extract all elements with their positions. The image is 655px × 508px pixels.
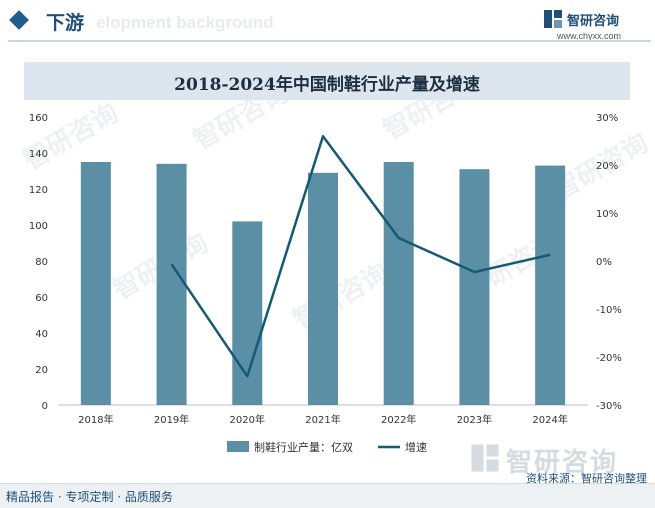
bar [80, 162, 111, 405]
section-title: 下游 [46, 12, 85, 34]
y-left-tick-label: 60 [35, 293, 48, 304]
y-left-tick-label: 40 [35, 329, 48, 340]
diamond-icon [9, 10, 29, 30]
y-left-tick-label: 160 [29, 113, 48, 124]
x-tick-label: 2024年 [532, 413, 567, 426]
y-right-tick-label: -30% [596, 401, 622, 412]
bar [308, 172, 338, 405]
y-left-tick-label: 0 [42, 401, 48, 412]
y-left-tick-label: 20 [35, 365, 48, 376]
y-right-tick-label: -20% [596, 353, 622, 364]
watermark-brand: 智研咨询 [470, 440, 650, 478]
source-note: 资料来源：智研咨询整理 [526, 472, 647, 485]
chart-title: 2018-2024年中国制鞋行业产量及增速 [174, 75, 480, 95]
background-watermark: 智研咨询 [378, 100, 484, 146]
background-watermark: 智研咨询 [188, 100, 294, 156]
chart: 智研咨询智研咨询智研咨询智研咨询智研咨询智研咨询智研咨询020406080100… [18, 100, 654, 454]
x-tick-label: 2023年 [457, 413, 492, 426]
x-tick-label: 2021年 [305, 413, 340, 426]
bar [232, 221, 263, 405]
brand-url: www.chyxx.com [557, 31, 622, 41]
brand-logo-icon [544, 10, 562, 28]
header: 下游 elopment background 智研咨询 www.chyxx.co… [0, 0, 655, 46]
y-left-tick-label: 140 [29, 149, 48, 160]
watermark-brand-text: 智研咨询 [506, 448, 619, 478]
bar [383, 162, 414, 405]
y-right-tick-label: 30% [596, 113, 618, 124]
y-right-tick-label: -10% [596, 305, 622, 316]
y-right-tick-label: 20% [596, 161, 618, 172]
chart-title-band: 2018-2024年中国制鞋行业产量及增速 [24, 62, 630, 100]
footer: 精品报告 · 专项定制 · 品质服务 资料来源：智研咨询整理 [0, 472, 655, 508]
y-left-tick-label: 100 [29, 221, 48, 232]
x-tick-label: 2020年 [230, 413, 265, 426]
watermark-logo-icon [471, 444, 499, 472]
x-tick-label: 2022年 [381, 413, 416, 426]
x-tick-label: 2018年 [78, 413, 113, 426]
y-left-tick-label: 120 [29, 185, 48, 196]
y-right-tick-label: 0% [596, 257, 612, 268]
legend-bar-swatch [227, 441, 249, 452]
x-tick-label: 2019年 [154, 413, 189, 426]
legend-bar-label: 制鞋行业产量：亿双 [254, 440, 353, 454]
bar [459, 169, 490, 405]
brand: 智研咨询 www.chyxx.com [543, 9, 639, 43]
y-left-tick-label: 80 [35, 257, 48, 268]
header-watermark: elopment background [96, 13, 274, 32]
legend-line-label: 增速 [405, 440, 427, 454]
footer-tagline: 精品报告 · 专项定制 · 品质服务 [6, 490, 173, 504]
header-divider [8, 40, 651, 42]
y-right-tick-label: 10% [596, 209, 618, 220]
growth-line [170, 134, 551, 378]
bar [156, 163, 187, 405]
background-watermark: 智研咨询 [288, 257, 394, 336]
bar [535, 165, 566, 405]
brand-name: 智研咨询 [567, 14, 620, 29]
